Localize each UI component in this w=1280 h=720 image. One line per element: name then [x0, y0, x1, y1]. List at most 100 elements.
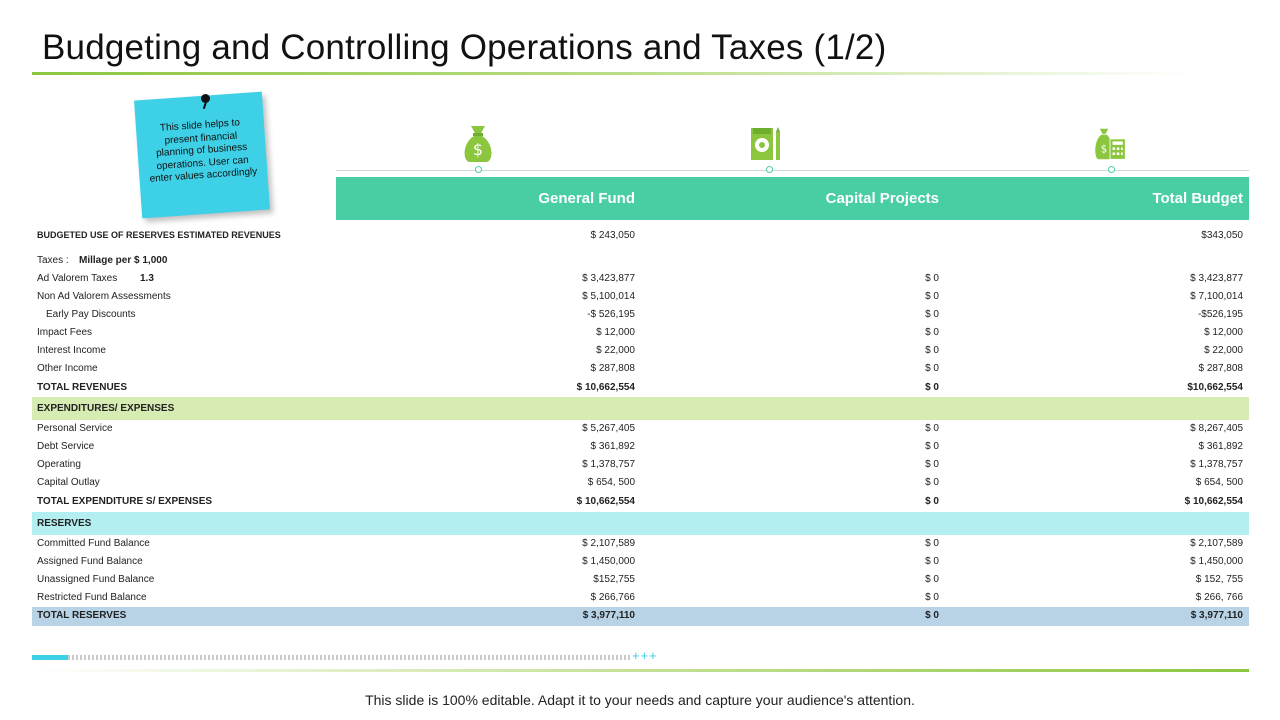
capital-projects-value: $ 0	[925, 496, 939, 507]
row-label: BUDGETED USE OF RESERVES ESTIMATED REVEN…	[37, 230, 281, 240]
table-row-interest-income: Interest Income $ 22,000 $ 0 $ 22,000	[32, 342, 1249, 360]
millage-rate: 1.3	[140, 273, 154, 284]
row-label: Unassigned Fund Balance	[37, 574, 155, 585]
row-label: Restricted Fund Balance	[37, 592, 147, 603]
footer-text: This slide is 100% editable. Adapt it to…	[365, 692, 915, 708]
column-capital-projects: Capital Projects	[825, 190, 939, 207]
money-bag-icon: $	[464, 126, 492, 162]
general-fund-value: $ 5,267,405	[582, 423, 635, 434]
section-label: RESERVES	[37, 518, 92, 529]
capital-projects-value: $ 0	[925, 309, 939, 320]
row-label: Assigned Fund Balance	[37, 556, 143, 567]
capital-projects-value: $ 0	[925, 291, 939, 302]
total-budget-value: $ 287,808	[1198, 363, 1244, 374]
capital-projects-value: $ 0	[925, 574, 939, 585]
general-fund-value: $ 654, 500	[587, 477, 635, 488]
row-label: Early Pay Discounts	[46, 309, 136, 320]
total-budget-value: $ 7,100,014	[1190, 291, 1243, 302]
sticky-note: This slide helps to present financial pl…	[134, 91, 270, 219]
capital-projects-value: $ 0	[925, 423, 939, 434]
capital-projects-value: $ 0	[925, 459, 939, 470]
capital-projects-value: $ 0	[925, 363, 939, 374]
svg-text:$: $	[1101, 145, 1107, 156]
progress-bar-track	[68, 655, 630, 660]
progress-bar-fill	[32, 655, 68, 660]
table-row-unassigned: Unassigned Fund Balance $152,755 $ 0 $ 1…	[32, 571, 1249, 589]
row-label: Committed Fund Balance	[37, 538, 150, 549]
total-budget-value: $ 1,378,757	[1190, 459, 1243, 470]
general-fund-value: $ 243,050	[590, 230, 636, 241]
general-fund-value: $152,755	[593, 574, 635, 585]
general-fund-value: $ 1,450,000	[582, 556, 635, 567]
general-fund-value: $ 12,000	[596, 327, 635, 338]
table-row-taxes: Taxes : Millage per $ 1,000	[32, 252, 1249, 270]
capital-projects-value: $ 0	[925, 382, 939, 393]
row-label: Capital Outlay	[37, 477, 100, 488]
table-row-committed: Committed Fund Balance $ 2,107,589 $ 0 $…	[32, 535, 1249, 553]
millage-label: Millage per $ 1,000	[79, 255, 168, 266]
general-fund-value: $ 5,100,014	[582, 291, 635, 302]
total-budget-value: $ 2,107,589	[1190, 538, 1243, 549]
bottom-divider	[32, 669, 1249, 672]
table-row-total-expenditures: TOTAL EXPENDITURE S/ EXPENSES $ 10,662,5…	[32, 493, 1249, 511]
svg-text:$: $	[473, 140, 483, 159]
row-label: Other Income	[37, 363, 98, 374]
general-fund-value: $ 2,107,589	[582, 538, 635, 549]
table-row-capital-outlay: Capital Outlay $ 654, 500 $ 0 $ 654, 500	[32, 474, 1249, 492]
capital-projects-value: $ 0	[925, 610, 939, 621]
icon-marker	[475, 166, 482, 173]
plus-decoration: +++	[632, 648, 658, 663]
table-row-early-pay: Early Pay Discounts -$ 526,195 $ 0 -$526…	[32, 306, 1249, 324]
table-row-personal-service: Personal Service $ 5,267,405 $ 0 $ 8,267…	[32, 420, 1249, 438]
section-label: EXPENDITURES/ EXPENSES	[37, 403, 175, 414]
total-budget-value: $ 10,662,554	[1184, 496, 1243, 507]
row-label: Interest Income	[37, 345, 106, 356]
total-budget-value: $ 266, 766	[1195, 592, 1243, 603]
total-budget-value: $ 12,000	[1204, 327, 1243, 338]
section-reserves: RESERVES	[32, 512, 1249, 535]
general-fund-value: $ 287,808	[590, 363, 636, 374]
table-row-non-ad-valorem: Non Ad Valorem Assessments $ 5,100,014 $…	[32, 288, 1249, 306]
icon-marker	[766, 166, 773, 173]
total-budget-value: $ 361,892	[1198, 441, 1244, 452]
total-budget-value: $ 22,000	[1204, 345, 1243, 356]
page-title: Budgeting and Controlling Operations and…	[42, 28, 887, 67]
pin-icon	[201, 94, 210, 103]
row-label: Ad Valorem Taxes	[37, 273, 118, 284]
row-label: Taxes :	[37, 255, 69, 266]
general-fund-value: $ 266,766	[590, 592, 636, 603]
row-label: TOTAL EXPENDITURE S/ EXPENSES	[37, 496, 213, 507]
general-fund-value: $ 10,662,554	[576, 382, 635, 393]
total-budget-value: -$526,195	[1197, 309, 1243, 320]
table-row-other-income: Other Income $ 287,808 $ 0 $ 287,808	[32, 360, 1249, 378]
column-general-fund: General Fund	[538, 190, 635, 207]
table-row-total-reserves: TOTAL RESERVES $ 3,977,110 $ 0 $ 3,977,1…	[32, 607, 1249, 626]
total-budget-value: $ 1,450,000	[1190, 556, 1243, 567]
capital-projects-value: $ 0	[925, 538, 939, 549]
capital-projects-value: $ 0	[925, 477, 939, 488]
row-label: Personal Service	[37, 423, 113, 434]
table-row-impact-fees: Impact Fees $ 12,000 $ 0 $ 12,000	[32, 324, 1249, 342]
total-budget-value: $ 8,267,405	[1190, 423, 1243, 434]
table-row-ad-valorem: Ad Valorem Taxes 1.3 $ 3,423,877 $ 0 $ 3…	[32, 270, 1249, 288]
total-budget-value: $ 3,423,877	[1190, 273, 1243, 284]
general-fund-value: $ 3,977,110	[582, 610, 635, 621]
icon-divider	[336, 170, 1249, 171]
row-label: Debt Service	[37, 441, 95, 452]
row-label: TOTAL RESERVES	[37, 610, 127, 621]
total-budget-value: $ 152, 755	[1195, 574, 1243, 585]
budget-calculator-icon: $	[1095, 128, 1126, 160]
total-budget-value: $10,662,554	[1187, 382, 1243, 393]
capital-projects-value: $ 0	[925, 273, 939, 284]
title-underline	[32, 72, 1192, 75]
column-total-budget: Total Budget	[1152, 190, 1243, 207]
section-expenditures: EXPENDITURES/ EXPENSES	[32, 397, 1249, 420]
total-budget-value: $ 654, 500	[1195, 477, 1243, 488]
capital-projects-value: $ 0	[925, 441, 939, 452]
table-row-operating: Operating $ 1,378,757 $ 0 $ 1,378,757	[32, 456, 1249, 474]
general-fund-value: $ 1,378,757	[582, 459, 635, 470]
row-label: TOTAL REVENUES	[37, 382, 128, 393]
total-budget-value: $ 3,977,110	[1190, 610, 1243, 621]
general-fund-value: $ 361,892	[590, 441, 636, 452]
general-fund-value: $ 22,000	[596, 345, 635, 356]
